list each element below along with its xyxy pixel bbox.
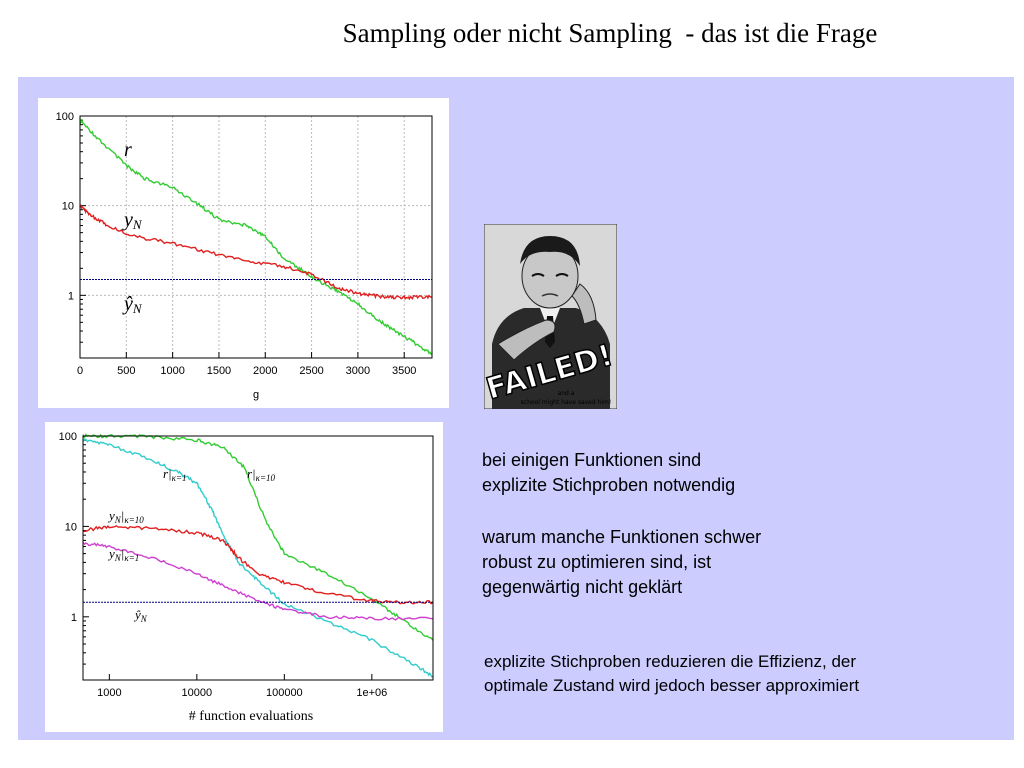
chart1-series <box>79 118 433 355</box>
poster-caption-line1: and a <box>558 390 575 397</box>
x-tick-label: 1500 <box>207 365 231 377</box>
series-line-2 <box>82 525 434 605</box>
slide-title: Sampling oder nicht Sampling - das ist d… <box>342 18 878 48</box>
chart-generations: 100 10 1 0 500 1000 1500 2000 2500 3000 3500 g r y… <box>38 98 449 408</box>
text-block-robustness: warum manche Funktionen schwer robust zu… <box>482 525 761 600</box>
text1-line1: bei einigen Funktionen sind <box>482 450 702 470</box>
chart2-label-y10: yN|κ=10 <box>107 508 144 525</box>
chart2-ticks: 100 10 1 1000 10000 100000 1e+06 <box>59 431 388 699</box>
chart1-label-r: r <box>124 139 132 161</box>
series-line-3 <box>82 541 434 621</box>
y-tick-label: 10 <box>62 201 74 213</box>
x-tick-label: 1000 <box>160 365 184 377</box>
chart1-label-yn: yN <box>122 209 143 232</box>
failed-poster-svg: FAILED! and a school might have saved hi… <box>482 223 618 410</box>
x-tick-label: 100000 <box>266 687 303 699</box>
chart-function-evaluations-svg: 100 10 1 1000 10000 100000 1e+06 # function ev… <box>59 431 434 724</box>
chart-function-evaluations: 100 10 1 1000 10000 100000 1e+06 # function ev… <box>45 422 443 732</box>
chart2-label-r1: r|κ=1 <box>163 466 187 483</box>
chart1-label-yhat: ŷN <box>122 293 143 316</box>
chart2-label-yhat: ŷN <box>133 607 148 624</box>
x-tick-label: 10000 <box>182 687 213 699</box>
x-tick-label: 3500 <box>392 365 416 377</box>
text3-line2: optimale Zustand wird jedoch besser appr… <box>484 676 860 695</box>
chart2-xlabel: # function evaluations <box>189 709 313 724</box>
failed-poster: FAILED! and a school might have saved hi… <box>482 223 618 410</box>
y-tick-label: 10 <box>65 521 77 533</box>
series-line-1 <box>79 204 433 301</box>
boy-illustration-icon <box>492 236 610 409</box>
text2-line3: gegenwärtig nicht geklärt <box>482 577 683 597</box>
x-tick-label: 2500 <box>299 365 323 377</box>
series-line-0 <box>82 433 434 641</box>
text3-line1: explizite Stichproben reduzieren die Eff… <box>484 652 857 671</box>
x-tick-label: 1e+06 <box>356 687 387 699</box>
chart1-grid <box>79 115 432 358</box>
text2-line2: robust zu optimieren sind, ist <box>482 552 712 572</box>
y-tick-label: 1 <box>71 612 77 624</box>
y-tick-label: 1 <box>68 290 74 302</box>
x-tick-label: 3000 <box>346 365 370 377</box>
x-tick-label: 0 <box>77 365 83 377</box>
text1-line2: explizite Stichproben notwendig <box>482 475 736 495</box>
poster-caption-line2: school might have saved him! <box>521 399 612 406</box>
chart2-series <box>82 433 434 678</box>
chart2-label-y1: yN|κ=1 <box>107 546 139 563</box>
text2-line1: warum manche Funktionen schwer <box>482 527 762 547</box>
x-tick-label: 1000 <box>97 687 121 699</box>
y-tick-label: 100 <box>59 431 77 443</box>
y-tick-label: 100 <box>56 111 74 123</box>
chart1-xlabel: g <box>253 389 259 401</box>
chart2-label-r10: r|κ=10 <box>247 466 276 483</box>
x-tick-label: 500 <box>117 365 135 377</box>
chart2-frame <box>82 435 434 681</box>
text-block-efficiency: explizite Stichproben reduzieren die Eff… <box>484 650 859 698</box>
chart1-frame <box>79 115 433 359</box>
x-tick-label: 2000 <box>253 365 277 377</box>
series-line-0 <box>79 118 433 355</box>
text-block-sampling-needed: bei einigen Funktionen sind explizite St… <box>482 448 735 498</box>
